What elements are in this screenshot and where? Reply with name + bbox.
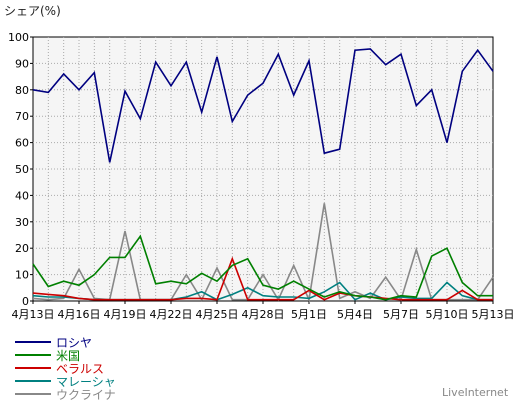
series-lines (32, 48, 494, 303)
series-line-1 (32, 234, 493, 301)
x-tick-label-5: 4月28日 (242, 308, 285, 321)
y-axis-title: シェア(%) (4, 4, 61, 18)
series-line-2 (32, 256, 493, 301)
y-tick-label-7: 70 (15, 110, 29, 123)
y-tick-label-0: 0 (22, 295, 29, 308)
legend-label-2: ベラルス (56, 362, 104, 376)
x-tick-label-2: 4月19日 (104, 308, 147, 321)
legend-label-3: マレーシャ (56, 375, 116, 389)
y-tick-label-1: 10 (15, 269, 29, 282)
x-tick-label-0: 4月13日 (12, 308, 55, 321)
x-tick-label-10: 5月13日 (472, 308, 515, 321)
y-tick-label-5: 50 (15, 163, 29, 176)
x-tick-label-1: 4月16日 (58, 308, 101, 321)
y-tick-label-2: 20 (15, 242, 29, 255)
y-tick-label-9: 90 (15, 57, 29, 70)
series-line-0 (32, 48, 494, 163)
y-axis-ticks: 0 10 20 30 40 50 60 70 80 90 100 (8, 31, 33, 308)
y-tick-label-4: 40 (15, 189, 29, 202)
y-tick-label-8: 80 (15, 84, 29, 97)
credit-text: LiveInternet (442, 386, 509, 399)
y-tick-label-6: 60 (15, 137, 29, 150)
x-tick-label-4: 4月25日 (196, 308, 239, 321)
x-tick-label-8: 5月7日 (383, 308, 419, 321)
x-tick-label-7: 5月4日 (337, 308, 373, 321)
y-tick-label-3: 30 (15, 216, 29, 229)
grid-lines (33, 37, 493, 301)
y-tick-label-10: 100 (8, 31, 29, 44)
x-axis-ticks: 4月13日 4月16日 4月19日 4月22日 4月25日 4月28日 5月1日 5月4日 5月… (12, 301, 515, 321)
x-tick-label-6: 5月1日 (291, 308, 327, 321)
x-tick-label-3: 4月22日 (150, 308, 193, 321)
legend-label-1: 米国 (56, 349, 80, 363)
legend-label-0: ロシヤ (56, 336, 92, 350)
x-tick-label-9: 5月10日 (426, 308, 469, 321)
legend-label-4: ウクライナ (56, 388, 116, 402)
